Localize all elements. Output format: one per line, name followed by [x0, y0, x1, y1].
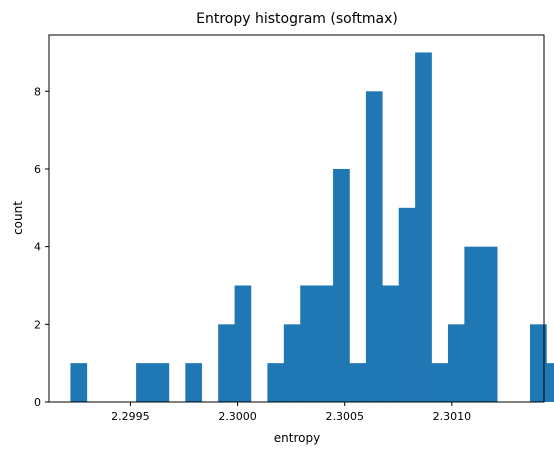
- histogram-bar: [415, 52, 432, 402]
- x-axis-label: entropy: [274, 431, 320, 445]
- y-tick-label: 2: [34, 318, 41, 331]
- x-tick-label: 2.3000: [218, 410, 257, 423]
- histogram-bar: [70, 363, 88, 402]
- y-axis-label: count: [11, 201, 25, 235]
- histogram-bar: [398, 207, 416, 402]
- histogram-bar: [530, 324, 547, 402]
- histogram-bar: [382, 285, 400, 402]
- y-axis-ticks: 0 2 4 6 8: [34, 85, 49, 409]
- chart-title: Entropy histogram (softmax): [196, 11, 398, 27]
- histogram-bar: [349, 363, 367, 402]
- histogram-bar: [185, 363, 203, 402]
- histogram-bar: [333, 168, 350, 402]
- histogram-bar: [218, 324, 235, 402]
- y-tick-label: 8: [34, 85, 41, 98]
- histogram-bar: [431, 363, 449, 402]
- histogram-bar: [365, 91, 383, 403]
- histogram-bar: [136, 363, 153, 402]
- histogram-bar: [316, 285, 334, 402]
- bars-group: [70, 52, 554, 403]
- y-tick-label: 4: [34, 241, 41, 254]
- y-tick-label: 6: [34, 163, 41, 176]
- histogram-bar: [283, 324, 301, 402]
- x-tick-label: 2.3005: [325, 410, 364, 423]
- plot-frame: [48, 34, 545, 403]
- histogram-bar: [300, 285, 317, 402]
- y-tick-label: 0: [34, 396, 41, 409]
- histogram-bar: [464, 246, 482, 402]
- histogram-bar: [152, 363, 170, 402]
- histogram-bar: [546, 363, 554, 402]
- histogram-bar: [234, 285, 252, 402]
- x-axis-ticks: 2.2995 2.3000 2.3005 2.3010: [111, 402, 471, 423]
- histogram-bar: [267, 363, 285, 402]
- x-tick-label: 2.2995: [111, 410, 150, 423]
- histogram-bar: [447, 324, 465, 402]
- histogram-bar: [480, 246, 498, 402]
- x-tick-label: 2.3010: [433, 410, 472, 423]
